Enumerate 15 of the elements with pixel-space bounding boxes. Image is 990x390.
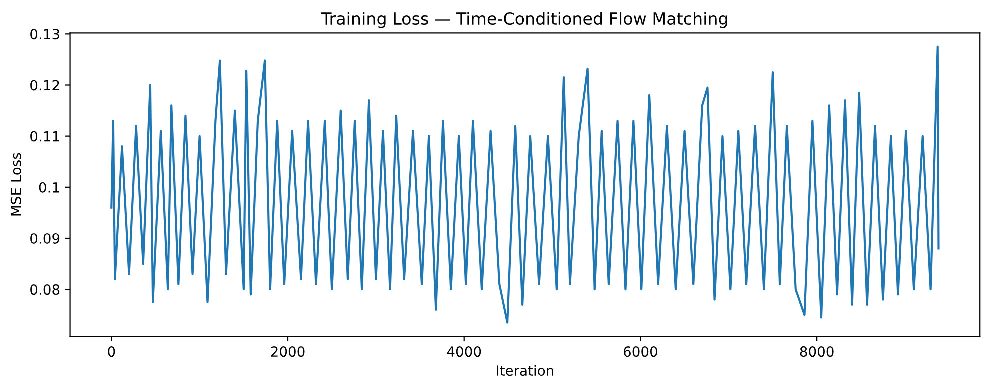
chart-title: Training Loss — Time-Conditioned Flow Matching — [322, 12, 728, 28]
x-tick-label: 4000 — [447, 346, 482, 358]
x-axis-title: Iteration — [497, 365, 554, 376]
y-tick-label: 0.11 — [30, 131, 60, 142]
x-tick-label: 6000 — [624, 346, 658, 358]
x-tick-label: 8000 — [800, 346, 834, 358]
x-tick-label: 0 — [108, 346, 116, 358]
line-series — [110, 46, 940, 324]
x-tick-label: 2000 — [271, 346, 305, 358]
y-axis-title: MSE Loss — [10, 153, 22, 216]
y-tick-label: 0.1 — [39, 182, 60, 193]
y-tick-label: 0.08 — [30, 284, 60, 296]
y-tick-label: 0.12 — [30, 80, 60, 91]
y-tick-label: 0.09 — [30, 233, 60, 244]
y-tick-label: 0.13 — [30, 29, 60, 40]
